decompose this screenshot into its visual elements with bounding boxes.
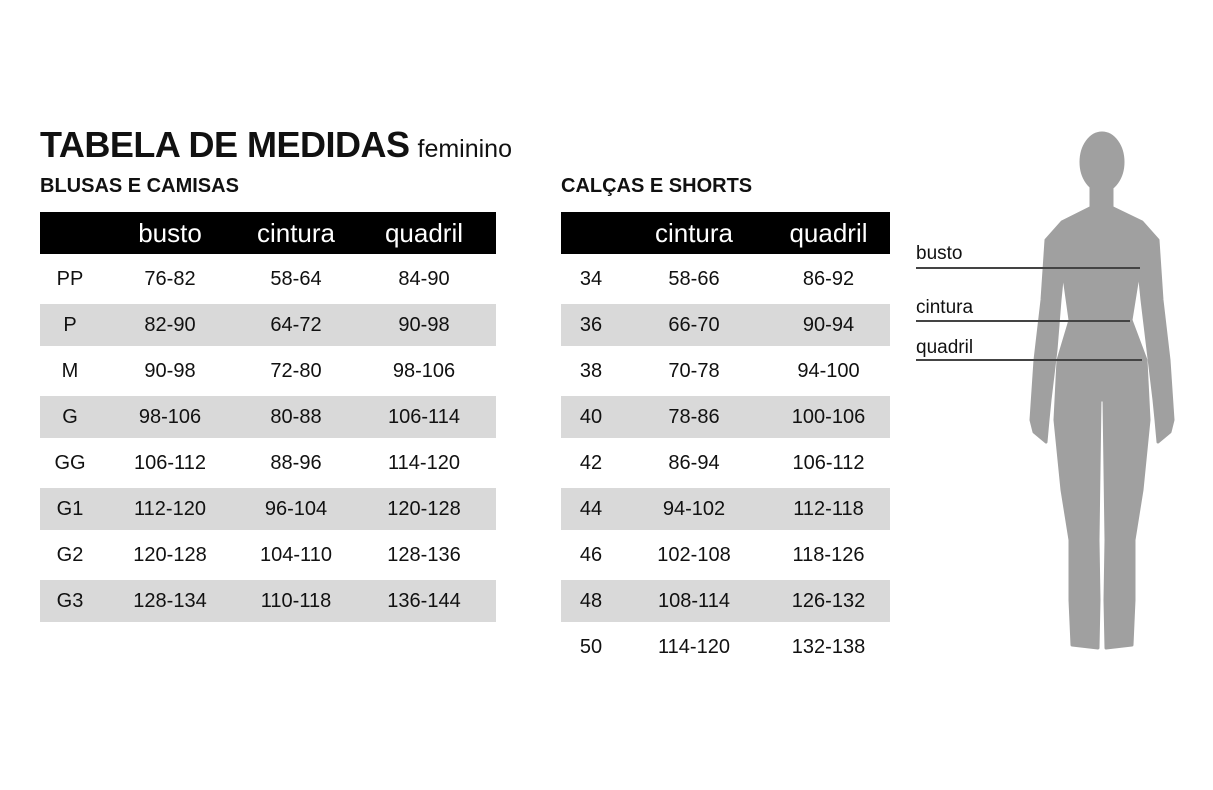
size-cell: 40 <box>579 405 603 428</box>
size-cell: 48 <box>579 589 603 612</box>
table-header: busto cintura quadril <box>40 212 496 254</box>
table-row: G 98-106 80-88 106-114 <box>40 396 496 442</box>
table-row: 38 70-78 94-100 <box>561 350 890 396</box>
measure-cell: 126-132 <box>791 589 866 612</box>
calcas-heading: CALÇAS E SHORTS <box>561 175 753 197</box>
size-cell: G1 <box>56 497 84 520</box>
table-row: P 82-90 64-72 90-98 <box>40 304 496 350</box>
table-row: 44 94-102 112-118 <box>561 488 890 534</box>
measure-cell: 114-120 <box>388 451 460 474</box>
label-quadril: quadril <box>916 337 974 358</box>
label-busto: busto <box>916 243 963 264</box>
size-cell: G <box>62 405 78 428</box>
size-cell: 38 <box>579 359 603 382</box>
column-header: cintura <box>654 217 734 248</box>
measure-cell: 84-90 <box>398 267 450 290</box>
measure-cell: 80-88 <box>270 405 322 428</box>
table-row: 40 78-86 100-106 <box>561 396 890 442</box>
size-cell: P <box>63 313 77 336</box>
measure-cell: 76-82 <box>144 267 196 290</box>
measure-cell: 112-120 <box>134 497 206 520</box>
measure-cell: 90-98 <box>398 313 450 336</box>
title-sub: feminino <box>417 135 513 163</box>
table-row: 36 66-70 90-94 <box>561 304 890 350</box>
silhouette-body <box>1029 206 1175 650</box>
measure-cell: 72-80 <box>270 359 322 382</box>
cintura-line <box>916 320 1130 322</box>
page-title: TABELA DE MEDIDAS feminino <box>40 124 512 166</box>
measure-cell: 110-118 <box>260 589 332 612</box>
size-cell: 44 <box>579 497 603 520</box>
measure-cell: 90-94 <box>802 313 855 336</box>
measure-cell: 128-136 <box>387 543 461 566</box>
table-row: G2 120-128 104-110 128-136 <box>40 534 496 580</box>
table-row: PP 76-82 58-64 84-90 <box>40 258 496 304</box>
label-cintura: cintura <box>916 297 974 318</box>
measure-cell: 66-70 <box>668 313 720 336</box>
measure-cell: 100-106 <box>791 405 866 428</box>
measure-cell: 98-106 <box>138 405 202 428</box>
size-cell: 36 <box>579 313 603 336</box>
column-header: quadril <box>789 217 868 248</box>
measure-cell: 132-138 <box>791 635 866 658</box>
measure-cell: 70-78 <box>668 359 720 382</box>
size-cell: PP <box>56 267 84 290</box>
measure-cell: 112-118 <box>793 497 864 520</box>
busto-line <box>916 267 1140 269</box>
measure-cell: 86-94 <box>668 451 720 474</box>
measure-cell: 104-110 <box>260 543 332 566</box>
size-cell: M <box>61 359 79 382</box>
size-cell: G3 <box>56 589 84 612</box>
table-row: M 90-98 72-80 98-106 <box>40 350 496 396</box>
measure-cell: 108-114 <box>658 589 730 612</box>
measure-cell: 106-112 <box>792 451 865 474</box>
table-row: GG 106-112 88-96 114-120 <box>40 442 496 488</box>
measure-cell: 136-144 <box>387 589 461 612</box>
column-header: quadril <box>384 217 464 248</box>
measure-cell: 94-102 <box>662 497 726 520</box>
size-cell: 46 <box>579 543 603 566</box>
title-main: TABELA DE MEDIDAS <box>40 124 410 165</box>
measure-cell: 94-100 <box>797 359 860 382</box>
quadril-line <box>916 359 1142 361</box>
table-row: G1 112-120 96-104 120-128 <box>40 488 496 534</box>
calcas-table: cintura quadril 34 58-66 86-92 36 66-70 90-94 38… <box>561 212 890 672</box>
measure-cell: 120-128 <box>133 543 207 566</box>
size-cell: GG <box>54 451 86 474</box>
measure-cell: 58-64 <box>270 267 322 290</box>
column-header: busto <box>138 217 202 248</box>
measure-cell: 114-120 <box>658 635 730 658</box>
size-cell: G2 <box>56 543 84 566</box>
blusas-table: busto cintura quadril PP 76-82 58-64 84-90 P 82-… <box>40 212 496 626</box>
measure-cell: 118-126 <box>792 543 865 566</box>
table-row: G3 128-134 110-118 136-144 <box>40 580 496 626</box>
measure-cell: 82-90 <box>144 313 196 336</box>
measure-cell: 64-72 <box>270 313 322 336</box>
measure-cell: 78-86 <box>668 405 720 428</box>
size-cell: 34 <box>579 267 603 290</box>
table-row: 50 114-120 132-138 <box>561 626 890 672</box>
measure-cell: 90-98 <box>144 359 196 382</box>
table-row: 42 86-94 106-112 <box>561 442 890 488</box>
measure-cell: 102-108 <box>657 543 731 566</box>
measure-cell: 98-106 <box>392 359 456 382</box>
size-cell: 50 <box>579 635 603 658</box>
size-cell: 42 <box>579 451 603 474</box>
table-row: 48 108-114 126-132 <box>561 580 890 626</box>
measure-cell: 106-114 <box>388 405 460 428</box>
blusas-heading: BLUSAS E CAMISAS <box>40 175 239 197</box>
measure-cell: 120-128 <box>387 497 461 520</box>
measure-cell: 58-66 <box>668 267 720 290</box>
table-header: cintura quadril <box>561 212 890 254</box>
measure-cell: 86-92 <box>802 267 855 290</box>
table-row: 34 58-66 86-92 <box>561 258 890 304</box>
measure-cell: 88-96 <box>270 451 322 474</box>
measure-cell: 106-112 <box>134 451 206 474</box>
column-header: cintura <box>256 217 336 248</box>
measure-cell: 96-104 <box>264 497 328 520</box>
table-row: 46 102-108 118-126 <box>561 534 890 580</box>
measure-cell: 128-134 <box>133 589 207 612</box>
